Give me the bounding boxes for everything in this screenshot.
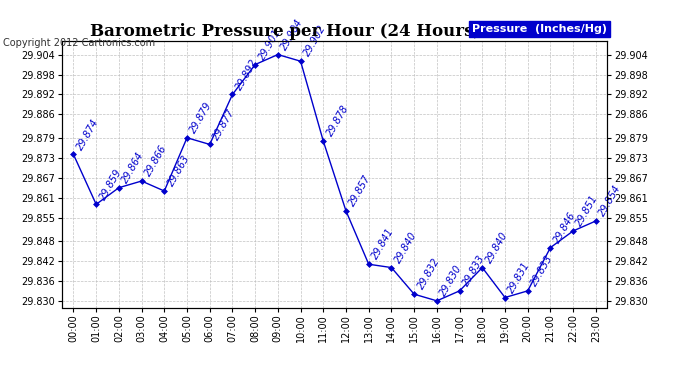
Text: 29.846: 29.846 [552,210,578,245]
Text: 29.841: 29.841 [370,226,396,261]
Text: 29.830: 29.830 [438,263,464,298]
Text: 29.831: 29.831 [506,260,532,295]
Text: 29.840: 29.840 [393,230,419,265]
Text: 29.863: 29.863 [166,153,192,188]
Text: 29.866: 29.866 [143,144,169,178]
Text: 29.851: 29.851 [575,194,600,228]
Text: 29.832: 29.832 [415,256,442,291]
Text: 29.864: 29.864 [120,150,146,185]
Text: 29.904: 29.904 [279,17,305,52]
Text: 29.901: 29.901 [257,27,282,62]
Text: 29.840: 29.840 [484,230,509,265]
Text: 29.892: 29.892 [234,57,259,92]
Text: Pressure  (Inches/Hg): Pressure (Inches/Hg) [472,24,607,34]
Text: 29.854: 29.854 [598,183,623,218]
Text: 29.859: 29.859 [97,167,124,201]
Text: 29.833: 29.833 [461,253,487,288]
Text: 29.877: 29.877 [211,107,237,142]
Text: Copyright 2012 Cartronics.com: Copyright 2012 Cartronics.com [3,38,155,48]
Text: 29.833: 29.833 [529,253,555,288]
Text: 29.879: 29.879 [188,100,215,135]
Text: 29.902: 29.902 [302,24,328,58]
Text: 29.878: 29.878 [325,104,351,138]
Title: Barometric Pressure per Hour (24 Hours) 20120824: Barometric Pressure per Hour (24 Hours) … [90,23,580,40]
Text: 29.874: 29.874 [75,117,101,152]
Text: 29.857: 29.857 [347,173,373,208]
